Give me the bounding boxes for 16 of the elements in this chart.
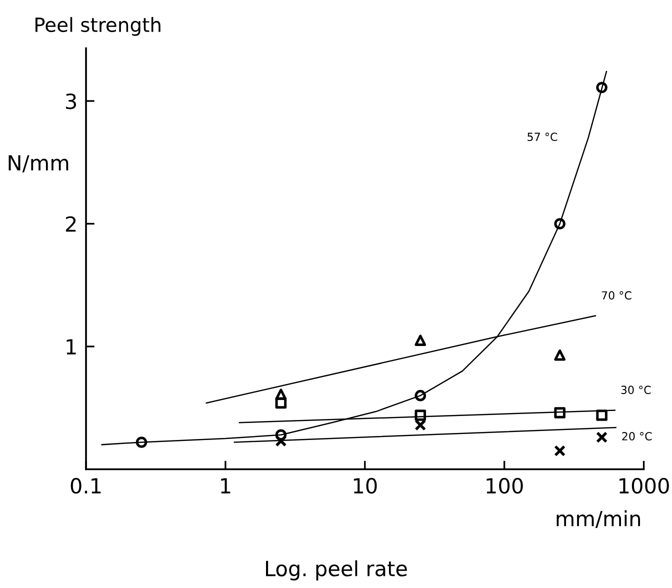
y-axis-title: N/mm <box>8 155 68 172</box>
chart-title: Peel strength <box>36 17 160 36</box>
text: mm/min <box>556 510 640 528</box>
x-tick-label: 10 <box>354 478 377 494</box>
x-tick-label: 0.1 <box>70 478 101 494</box>
x-tick-label: 1000 <box>620 478 669 494</box>
x-axis-title: Log. peel rate <box>266 560 407 580</box>
x-tick-label: 100 <box>486 478 523 494</box>
series-label: 30 °C <box>621 386 651 394</box>
y-tick-label: 2 <box>66 216 76 232</box>
series-label: 20 °C <box>622 432 652 440</box>
x-tick-label: 1 <box>221 478 230 494</box>
y-tick-label: 3 <box>66 93 76 110</box>
y-tick-label: 1 <box>66 339 76 354</box>
text: 57 °C <box>528 132 558 142</box>
series-label: 70 °C <box>602 291 632 300</box>
